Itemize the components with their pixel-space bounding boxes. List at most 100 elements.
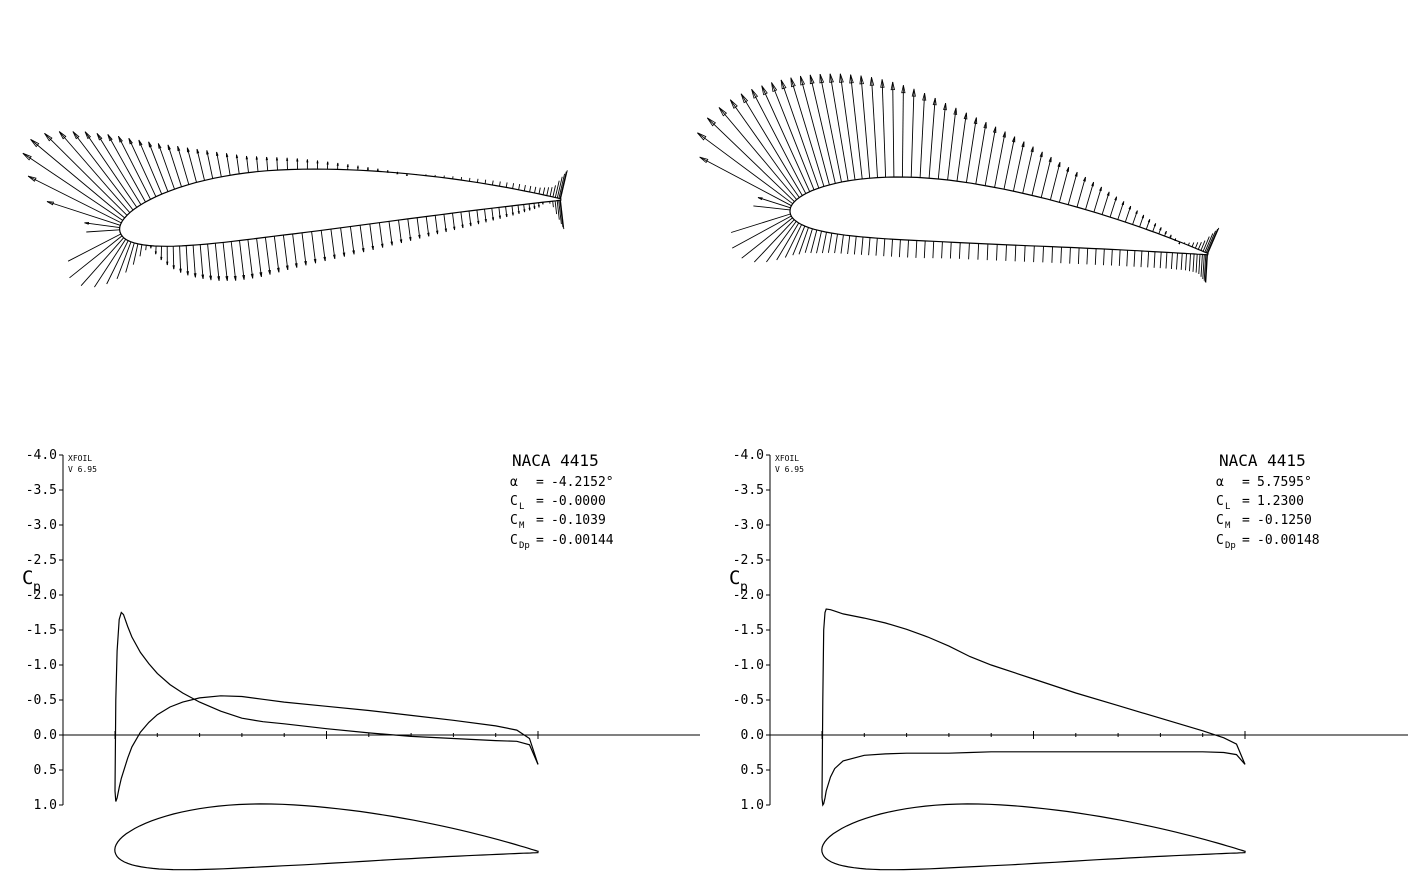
pressure-vector (986, 243, 989, 261)
pressure-vector (484, 209, 487, 223)
pressure-vector-head (859, 75, 865, 85)
y-tick-label: -4.0 (26, 448, 57, 463)
pressure-vector-head (206, 150, 209, 155)
pressure-vector (706, 117, 795, 202)
pressure-vector (784, 224, 803, 258)
right-y-ticks: -4.0 -3.5 -3.0 -2.5 -2.0 -1.5 -1.0 -0.5 0.0 0.5 1.… (733, 448, 770, 813)
pressure-vector (1022, 146, 1034, 194)
pressure-vector-head (342, 252, 346, 257)
pressure-vector (790, 77, 825, 187)
left-pressure-vectors (22, 131, 568, 288)
pressure-vector (1049, 162, 1061, 201)
pressure-vector-head (1048, 156, 1052, 163)
pressure-vector-head (505, 213, 508, 218)
pressure-vector-head (706, 117, 717, 127)
y-tick-label: 0.5 (34, 763, 57, 778)
pressure-vector (72, 131, 134, 211)
left-y-ticks: -4.0 -3.5 -3.0 -2.5 -2.0 -1.5 -1.0 -0.5 0.0 0.5 1.… (26, 448, 63, 813)
left-cdp-value: -0.00144 (551, 533, 614, 548)
pressure-vector (1204, 233, 1214, 253)
pressure-vector-head (217, 276, 221, 281)
pressure-vector (138, 139, 163, 195)
pressure-vector-head (963, 112, 968, 120)
pressure-vector (853, 236, 857, 255)
pressure-vector-head (72, 131, 80, 140)
left-airfoil-top (118, 168, 562, 247)
pressure-vector (125, 242, 135, 273)
pressure-vector (276, 157, 278, 171)
pressure-vector (559, 171, 567, 199)
pressure-vector-head (1153, 223, 1157, 227)
pressure-vector (994, 131, 1006, 188)
pressure-vector-head (27, 175, 37, 182)
pressure-vector-head (1147, 219, 1151, 223)
pressure-vector (875, 238, 878, 256)
left-eq-alpha: = (536, 475, 544, 490)
pressure-vector-head (1159, 227, 1162, 231)
pressure-vector-head (427, 232, 430, 237)
pressure-vector (1076, 176, 1086, 208)
pressure-vector (901, 85, 904, 178)
left-eq-cdp: = (536, 533, 544, 548)
pressure-vector-head (761, 85, 768, 96)
pressure-vector (860, 236, 864, 255)
pressure-vector-head (943, 102, 947, 111)
left-cl-symbol: C (510, 494, 518, 509)
pressure-vector (292, 233, 298, 268)
pressure-vector (1200, 240, 1206, 251)
pressure-vector (534, 186, 537, 194)
pressure-vector (1085, 181, 1095, 210)
pressure-vector-head (1091, 181, 1094, 187)
pressure-vector (996, 244, 998, 261)
right-cl-symbol: C (1216, 494, 1224, 509)
pressure-vector-head (1141, 214, 1145, 219)
pressure-vector (199, 244, 204, 279)
pressure-vector (1042, 246, 1044, 263)
pressure-vector (932, 241, 935, 259)
pressure-vector (819, 74, 842, 183)
pressure-vector-head (233, 275, 237, 281)
pressure-vector (552, 201, 554, 208)
right-axes (769, 455, 1408, 805)
y-tick-label: -2.0 (26, 588, 57, 603)
pressure-vector (1153, 251, 1156, 268)
y-tick-label: -4.0 (733, 448, 764, 463)
pressure-vector-head (346, 164, 349, 167)
pressure-vector-head (869, 77, 875, 86)
pressure-vector-head (932, 97, 937, 106)
pressure-vector-head (780, 79, 787, 90)
pressure-vector (84, 222, 120, 229)
pressure-vector-head (265, 156, 269, 161)
y-tick-label: -2.5 (26, 553, 57, 568)
pressure-vector-head (128, 137, 133, 145)
pressure-vector (1207, 227, 1220, 254)
pressure-vector (512, 183, 515, 189)
pressure-vector-head (517, 210, 520, 215)
left-eq-cl: = (536, 494, 544, 509)
y-tick-label: 0.5 (741, 763, 764, 778)
airfoil-outline (114, 803, 539, 871)
pressure-vector (1191, 242, 1195, 247)
pressure-vector (407, 218, 412, 241)
pressure-vector-head (992, 126, 997, 133)
pressure-vector (919, 93, 926, 178)
airfoil-outline (118, 168, 562, 247)
pressure-vector-head (1011, 136, 1016, 143)
pressure-vector-head (953, 107, 958, 115)
left-program-label: XFOIL (68, 454, 92, 463)
pressure-vector-head (242, 274, 246, 280)
pressure-vector (1198, 254, 1201, 275)
pressure-vector (546, 187, 550, 196)
y-tick-label: -3.0 (733, 518, 764, 533)
right-ylabel: C (729, 567, 740, 589)
pressure-vector (776, 222, 800, 261)
pressure-vector (780, 79, 820, 189)
pressure-vector (1159, 251, 1162, 269)
right-version-label: V 6.95 (775, 465, 804, 474)
pressure-vector (1118, 249, 1121, 266)
pressure-vector-head (1099, 186, 1102, 192)
pressure-vector (810, 229, 818, 254)
pressure-vector-head (484, 219, 487, 223)
pressure-vector-head (186, 147, 190, 153)
pressure-vector (117, 135, 151, 200)
